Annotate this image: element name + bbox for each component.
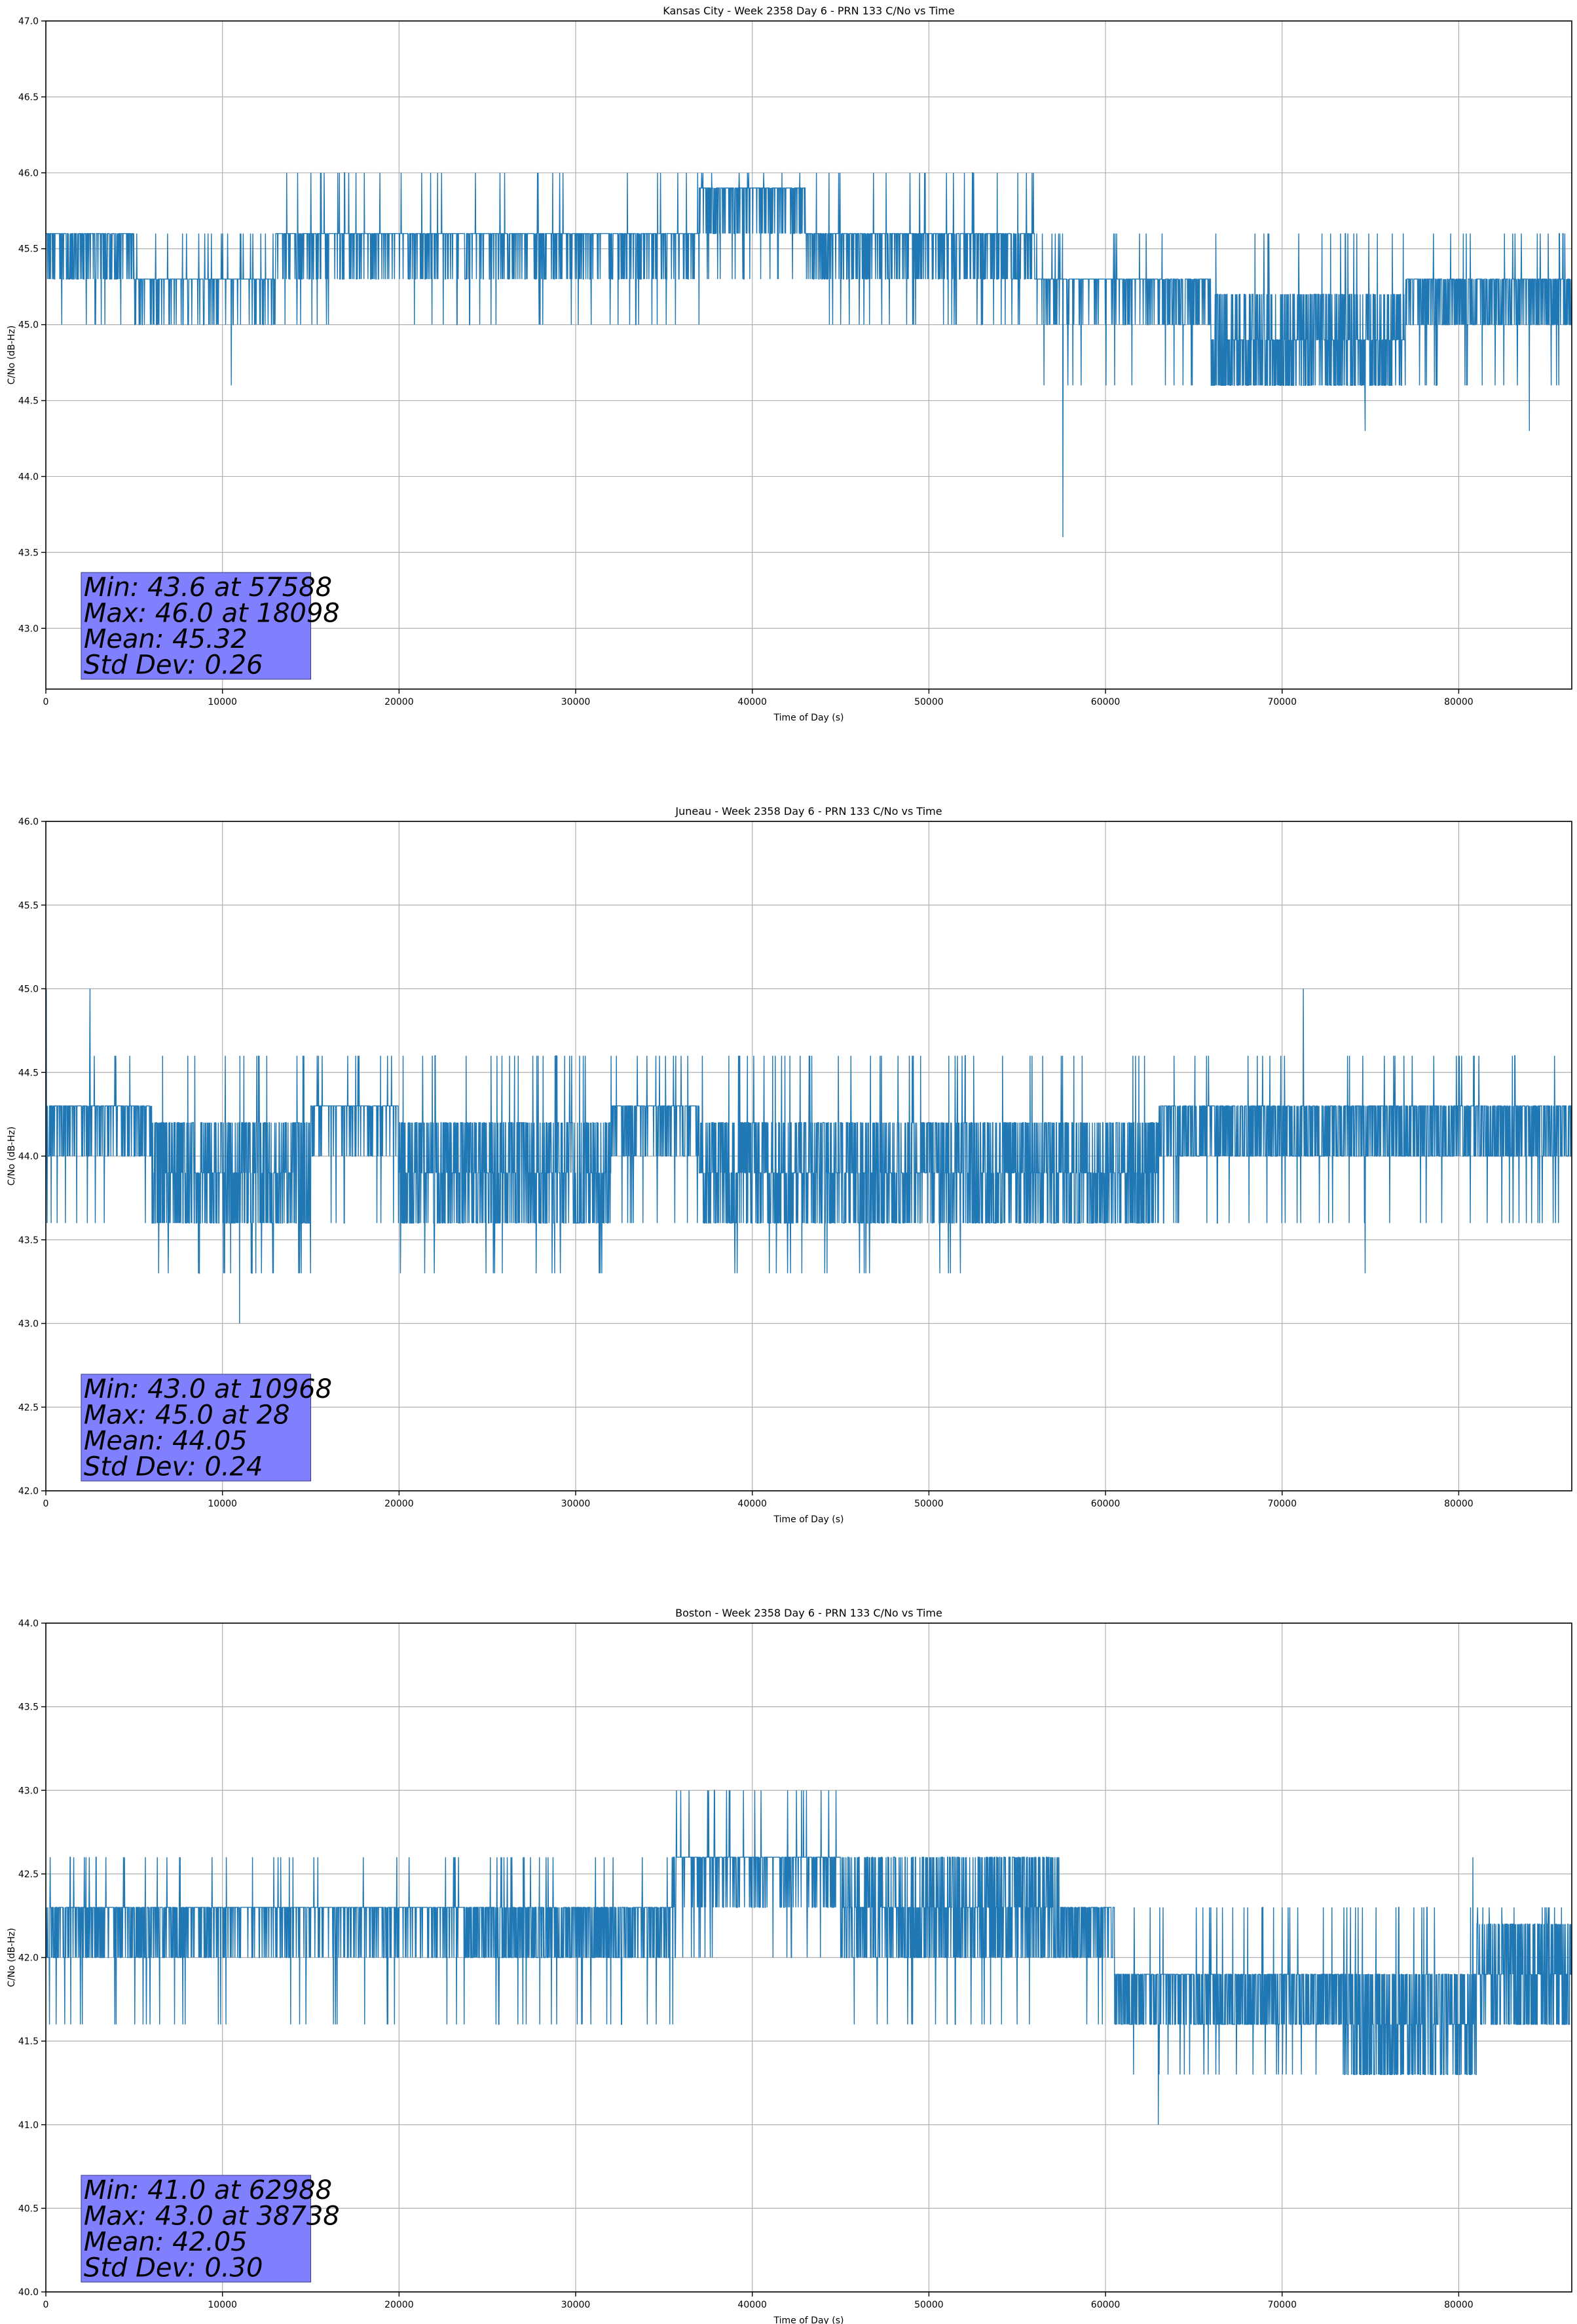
y-tick-label: 43.5	[18, 1235, 39, 1246]
x-tick-label: 70000	[1267, 697, 1297, 707]
y-tick-label: 43.0	[18, 1786, 39, 1796]
y-tick-label: 40.5	[18, 2203, 39, 2214]
y-tick-label: 42.0	[18, 1486, 39, 1497]
y-tick-label: 40.0	[18, 2287, 39, 2298]
cno-series-line	[46, 1790, 1572, 2125]
x-axis-label: Time of Day (s)	[773, 1514, 844, 1525]
y-tick-label: 41.0	[18, 2120, 39, 2131]
y-tick-label: 44.0	[18, 1152, 39, 1162]
stats-box	[81, 572, 312, 680]
y-axis-label: C/No (dB-Hz)	[7, 1928, 17, 1987]
x-tick-label: 80000	[1444, 697, 1474, 707]
x-tick-label: 40000	[737, 697, 767, 707]
chart-title: Kansas City - Week 2358 Day 6 - PRN 133 …	[663, 5, 954, 17]
stats-max-text: Max: 45.0 at 28	[84, 1400, 289, 1431]
x-tick-label: 10000	[208, 697, 237, 707]
stats-box	[81, 1374, 312, 1482]
y-tick-label: 42.5	[18, 1402, 39, 1413]
x-tick-label: 10000	[208, 1499, 237, 1509]
y-tick-label: 42.0	[18, 1953, 39, 1964]
y-tick-label: 43.5	[18, 1702, 39, 1713]
stats-std-text: Std Dev: 0.24	[84, 1452, 263, 1482]
x-tick-label: 70000	[1267, 2300, 1297, 2310]
stats-mean-text: Mean: 42.05	[84, 2227, 248, 2257]
x-tick-label: 60000	[1091, 697, 1121, 707]
x-tick-label: 30000	[561, 1499, 591, 1509]
stats-mean-text: Mean: 45.32	[84, 624, 248, 654]
chart-3: 0 10000 20000 30000 40000 50000 60000 70000 8000…	[7, 1607, 1572, 2324]
x-axis-label: Time of Day (s)	[773, 2315, 844, 2324]
stats-min-text: Min: 43.0 at 10968	[84, 1374, 332, 1404]
y-tick-label: 42.5	[18, 1869, 39, 1880]
stats-max-text: Max: 46.0 at 18098	[84, 599, 340, 629]
y-tick-label: 47.0	[18, 16, 39, 27]
y-tick-label: 45.5	[18, 901, 39, 911]
chart-title: Boston - Week 2358 Day 6 - PRN 133 C/No …	[675, 1607, 942, 1619]
y-tick-label: 43.0	[18, 624, 39, 634]
stats-min-text: Min: 43.6 at 57588	[84, 572, 332, 603]
x-tick-label: 50000	[914, 697, 944, 707]
x-tick-label: 50000	[914, 2300, 944, 2310]
y-tick-label: 44.0	[18, 1619, 39, 1629]
x-tick-label: 60000	[1091, 1499, 1121, 1509]
y-axis-label: C/No (dB-Hz)	[7, 1127, 17, 1186]
y-tick-label: 45.0	[18, 984, 39, 995]
x-tick-label: 20000	[384, 697, 414, 707]
x-tick-label: 10000	[208, 2300, 237, 2310]
x-tick-label: 40000	[737, 1499, 767, 1509]
y-tick-label: 44.5	[18, 1068, 39, 1078]
x-tick-label: 80000	[1444, 1499, 1474, 1509]
chart-1: 0 10000 20000 30000 40000 50000 60000 70000 8000…	[7, 5, 1572, 723]
y-tick-label: 44.0	[18, 472, 39, 482]
stats-mean-text: Mean: 44.05	[84, 1426, 248, 1456]
y-tick-label: 45.5	[18, 244, 39, 255]
x-tick-label: 70000	[1267, 1499, 1297, 1509]
stats-max-text: Max: 43.0 at 38738	[84, 2202, 340, 2232]
y-axis-label: C/No (dB-Hz)	[7, 326, 17, 384]
x-tick-label: 0	[43, 697, 49, 707]
chart-2: 0 10000 20000 30000 40000 50000 60000 70000 8000…	[7, 805, 1572, 1525]
y-tick-label: 45.0	[18, 320, 39, 331]
stats-std-text: Std Dev: 0.26	[84, 650, 263, 681]
x-tick-label: 30000	[561, 2300, 591, 2310]
x-tick-label: 50000	[914, 1499, 944, 1509]
y-tick-label: 46.0	[18, 817, 39, 827]
y-tick-label: 46.5	[18, 92, 39, 103]
y-tick-label: 46.0	[18, 168, 39, 179]
stats-std-text: Std Dev: 0.30	[84, 2253, 263, 2283]
y-tick-label: 41.5	[18, 2036, 39, 2047]
stats-min-text: Min: 41.0 at 62988	[84, 2175, 332, 2205]
x-tick-label: 20000	[384, 2300, 414, 2310]
y-tick-label: 44.5	[18, 396, 39, 407]
chart-title: Juneau - Week 2358 Day 6 - PRN 133 C/No …	[675, 805, 942, 817]
y-tick-label: 43.0	[18, 1319, 39, 1330]
cno-series-line	[46, 988, 1572, 1324]
x-tick-label: 20000	[384, 1499, 414, 1509]
y-tick-label: 43.5	[18, 548, 39, 558]
axes-frame	[45, 20, 1572, 690]
x-tick-label: 80000	[1444, 2300, 1474, 2310]
x-tick-label: 40000	[737, 2300, 767, 2310]
x-tick-label: 30000	[561, 697, 591, 707]
x-tick-label: 60000	[1091, 2300, 1121, 2310]
x-axis-label: Time of Day (s)	[773, 713, 844, 723]
stats-box	[81, 2175, 312, 2283]
cno-series-line	[46, 172, 1572, 538]
x-tick-label: 0	[43, 1499, 49, 1509]
x-tick-label: 0	[43, 2300, 49, 2310]
